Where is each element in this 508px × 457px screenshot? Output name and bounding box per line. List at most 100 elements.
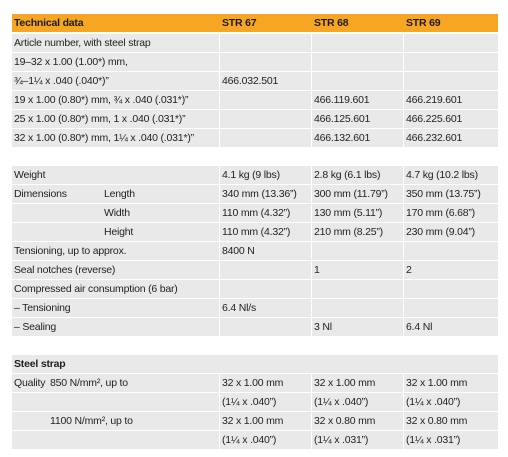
column-separator: [219, 204, 220, 222]
section-title-row: Steel strap: [12, 355, 498, 373]
column-separator: [219, 299, 220, 317]
row-value: 170 mm (6.68”): [406, 207, 475, 219]
column-separator: [403, 166, 404, 184]
column-separator: [219, 431, 220, 449]
table-row: Height 110 mm (4.32”) 210 mm (8.25”) 230 mm…: [12, 223, 498, 241]
column-separator: [311, 129, 312, 147]
table-row: Article number, with steel strap: [12, 34, 498, 52]
column-separator: [403, 185, 404, 203]
table-row: ¾–1¼ x .040 (.040*)” 466.032.501: [12, 72, 498, 90]
row-sublabel: 850 N/mm², up to: [50, 377, 128, 389]
row-sublabel: 1100 N/mm², up to: [50, 415, 133, 427]
table-row: 25 x 1.00 (0.80*) mm, 1 x .040 (.031*)” 4…: [12, 110, 498, 128]
row-label: 19 x 1.00 (0.80*) mm, ¾ x .040 (.031*)”: [14, 94, 189, 106]
row-value: 230 mm (9.04”): [406, 226, 475, 238]
row-sublabel: Width: [104, 207, 130, 219]
table-row: (1¼ x .040”) (1¼ x .031”) (1¼ x .031”): [12, 431, 498, 449]
column-separator: [219, 53, 220, 71]
row-value: (1¼ x .040”): [314, 396, 369, 408]
column-separator: [311, 166, 312, 184]
row-value: 210 mm (8.25”): [314, 226, 383, 238]
row-label: 19–32 x 1.00 (1.00*) mm,: [14, 56, 128, 68]
row-label: Seal notches (reverse): [14, 264, 116, 276]
row-label: Tensioning, up to approx.: [14, 245, 127, 257]
section-title: Steel strap: [14, 358, 66, 370]
column-separator: [403, 53, 404, 71]
column-separator: [311, 34, 312, 52]
row-value: 300 mm (11.79”): [314, 188, 388, 200]
row-label: Quality: [14, 377, 46, 389]
row-value: (1¼ x .040”): [222, 396, 277, 408]
column-separator: [311, 53, 312, 71]
row-value: 466.219.601: [406, 94, 463, 106]
table-row: Quality 850 N/mm², up to 32 x 1.00 mm 32 x …: [12, 374, 498, 392]
row-label: 32 x 1.00 (0.80*) mm, 1¼ x .040 (.031*)”: [14, 132, 194, 144]
column-separator: [311, 431, 312, 449]
row-label: – Sealing: [14, 321, 56, 333]
column-separator: [403, 393, 404, 411]
column-separator: [311, 185, 312, 203]
table-row: 32 x 1.00 (0.80*) mm, 1¼ x .040 (.031*)”…: [12, 129, 498, 147]
column-separator: [311, 412, 312, 430]
row-value: 8400 N: [222, 245, 255, 257]
column-separator: [403, 223, 404, 241]
column-separator: [311, 204, 312, 222]
header-title: Technical data: [14, 17, 84, 29]
table-row: Seal notches (reverse) 1 2: [12, 261, 498, 279]
column-separator: [219, 185, 220, 203]
row-value: 4.7 kg (10.2 lbs): [406, 169, 478, 181]
column-separator: [219, 34, 220, 52]
row-value: 110 mm (4.32”): [222, 207, 291, 219]
column-separator: [311, 318, 312, 336]
column-separator: [403, 242, 404, 260]
row-value: 466.125.601: [314, 113, 371, 125]
column-separator: [219, 91, 220, 109]
column-separator: [403, 204, 404, 222]
row-value: (1¼ x .040”): [222, 434, 277, 446]
table-row: – Tensioning 6.4 Nl/s: [12, 299, 498, 317]
column-separator: [311, 393, 312, 411]
row-sublabel: Height: [104, 226, 134, 238]
column-separator: [219, 261, 220, 279]
row-value: 466.225.601: [406, 113, 463, 125]
row-value: 32 x 0.80 mm: [314, 415, 376, 427]
column-separator: [219, 223, 220, 241]
row-value: 6.4 Nl/s: [222, 302, 256, 314]
row-value: 466.032.501: [222, 75, 279, 87]
column-separator: [403, 72, 404, 90]
row-value: (1¼ x .031”): [314, 434, 369, 446]
column-separator: [403, 34, 404, 52]
row-label: Weight: [14, 169, 46, 181]
column-separator: [311, 91, 312, 109]
row-value: 110 mm (4.32”): [222, 226, 291, 238]
column-separator: [311, 280, 312, 298]
table-row: 1100 N/mm², up to 32 x 1.00 mm 32 x 0.80 m…: [12, 412, 498, 430]
table-header: Technical data STR 67 STR 68 STR 69: [12, 14, 498, 32]
column-separator: [403, 129, 404, 147]
column-separator: [219, 412, 220, 430]
row-value: 6.4 Nl: [406, 321, 433, 333]
header-column: STR 69: [406, 17, 441, 29]
table-row: 19–32 x 1.00 (1.00*) mm,: [12, 53, 498, 71]
row-value: 32 x 1.00 mm: [314, 377, 376, 389]
row-label: 25 x 1.00 (0.80*) mm, 1 x .040 (.031*)”: [14, 113, 186, 125]
row-value: 2.8 kg (6.1 lbs): [314, 169, 381, 181]
row-value: 4.1 kg (9 lbs): [222, 169, 280, 181]
row-value: 466.232.601: [406, 132, 463, 144]
column-separator: [311, 299, 312, 317]
column-separator: [311, 72, 312, 90]
row-value: 1: [314, 264, 320, 276]
table-row: Weight 4.1 kg (9 lbs) 2.8 kg (6.1 lbs) 4.7 …: [12, 166, 498, 184]
column-separator: [403, 431, 404, 449]
column-separator: [403, 374, 404, 392]
row-label: Dimensions: [14, 188, 67, 200]
column-separator: [219, 166, 220, 184]
row-value: (1¼ x .040”): [406, 396, 461, 408]
row-value: 466.119.601: [314, 94, 370, 106]
row-label: – Tensioning: [14, 302, 71, 314]
row-value: 32 x 0.80 mm: [406, 415, 468, 427]
table-row: Tensioning, up to approx. 8400 N: [12, 242, 498, 260]
row-value: 130 mm (5.11”): [314, 207, 383, 219]
table-row: Width 110 mm (4.32”) 130 mm (5.11”) 170 mm …: [12, 204, 498, 222]
